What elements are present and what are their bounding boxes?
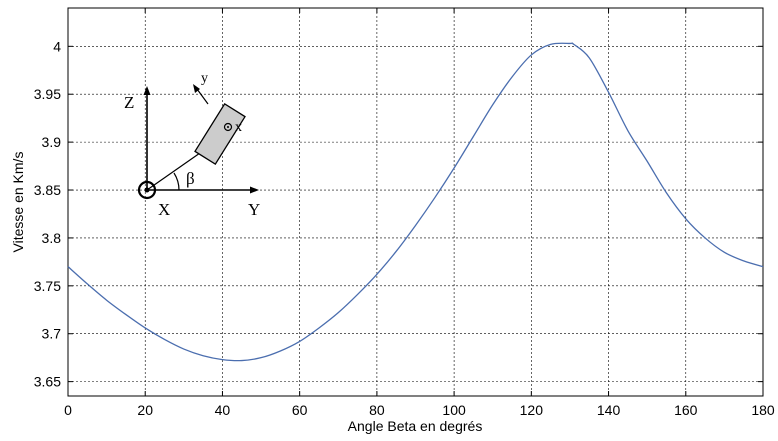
series-line [67, 42, 764, 362]
x-tick-label: 180 [751, 402, 775, 418]
y-arrow-head [250, 186, 259, 194]
x-axis-label: Angle Beta en degrés [348, 418, 483, 434]
y-tick-label: 3.9 [42, 134, 62, 150]
y-tick-label: 3.85 [34, 182, 61, 198]
x-tick-label: 20 [137, 402, 153, 418]
x-tick-label: 160 [674, 402, 698, 418]
body-x-circle [223, 122, 233, 132]
label-body-x: x [235, 120, 242, 135]
y-tick-label: 3.95 [34, 86, 61, 102]
x-axis-circle [137, 180, 157, 200]
beta-arc [173, 172, 180, 191]
label-body-y: y [201, 71, 208, 86]
body-x-dot [227, 126, 229, 128]
x-tick-label: 80 [369, 402, 385, 418]
x-tick-label: 60 [292, 402, 308, 418]
y-tick-label: 3.65 [34, 374, 61, 390]
label-z: Z [124, 93, 134, 112]
body-y-arrow-head [193, 84, 200, 93]
z-arrow-head [143, 86, 151, 95]
y-tick-label: 3.75 [34, 278, 61, 294]
x-tick-label: 100 [442, 402, 466, 418]
grid-lines [68, 8, 763, 396]
x-tick-label: 120 [520, 402, 544, 418]
label-beta: β [186, 169, 195, 188]
x-axis-ticks: 0 20 40 60 80 100 120 140 160 180 [64, 8, 775, 418]
y-tick-label: 3.7 [42, 326, 62, 342]
label-x: X [158, 200, 170, 219]
plot-frame [67, 7, 764, 397]
y-tick-label: 3.8 [42, 230, 62, 246]
x-tick-label: 0 [64, 402, 72, 418]
y-axis-label: Vitesse en Km/s [10, 152, 26, 253]
x-tick-label: 40 [215, 402, 231, 418]
satellite-body [194, 102, 246, 166]
x-tick-label: 140 [597, 402, 621, 418]
body-y-axis [196, 88, 209, 105]
inset-diagram: Z Y X β y x [124, 71, 260, 219]
y-axis-ticks: 3.65 3.7 3.75 3.8 3.85 3.9 3.95 4 [34, 38, 763, 390]
y-tick-label: 4 [53, 38, 61, 54]
label-y: Y [248, 200, 260, 219]
